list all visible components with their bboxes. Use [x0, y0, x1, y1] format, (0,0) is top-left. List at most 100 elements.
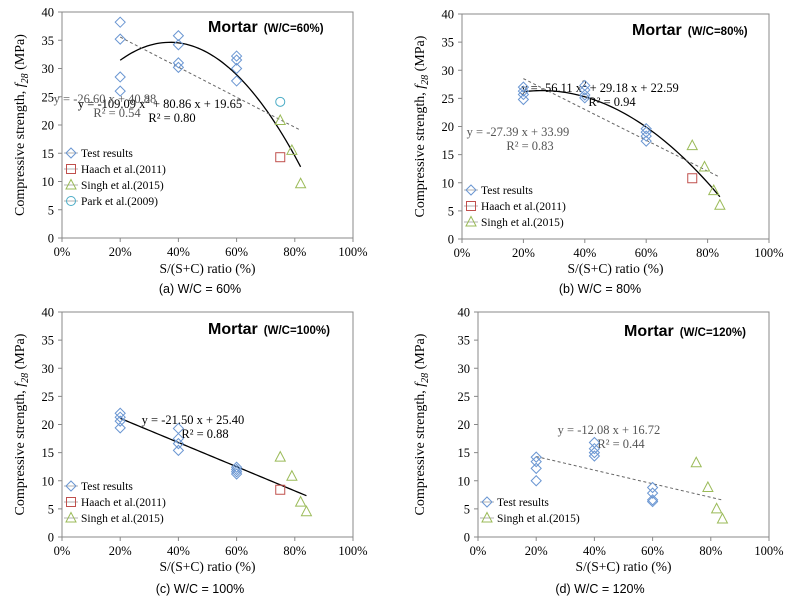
chart-a-point — [114, 85, 126, 97]
chart-svg-c: 0 5 10 15 20 25 30 35 40 0% 20% 40% 60% 80% 100% S/(S+C… — [13, 306, 368, 575]
chart-a-xtick-label: 100% — [338, 245, 367, 259]
caption-a: (a) W/C = 60% — [158, 282, 242, 296]
chart-b-fit-r2: R² = 0.94 — [588, 95, 636, 109]
chart-a-yaxis-label-var: f — [13, 81, 28, 87]
chart-a-ytick-label: 35 — [42, 34, 55, 48]
chart-b-point — [686, 139, 699, 151]
chart-c-point — [114, 411, 126, 423]
chart-c-ytick-label: 0 — [48, 531, 54, 545]
chart-b-point — [640, 126, 652, 138]
chart-a-xtick-label: 40% — [167, 245, 190, 259]
chart-b-title-sub: (W/C=80%) — [688, 26, 748, 38]
chart-panel-d: 0 5 10 15 20 25 30 35 40 0% 20% 40% 60% 80% 100% S/(S+C… — [400, 301, 800, 602]
chart-a-title-main: Mortar — [208, 19, 258, 36]
chart-a-point — [230, 62, 243, 75]
chart-d-legend-label: Test results — [497, 497, 549, 509]
chart-a-ytick-label: 10 — [42, 175, 55, 189]
chart-d-point — [646, 495, 659, 508]
chart-c-series-1 — [275, 484, 286, 495]
chart-a-point — [172, 57, 185, 69]
chart-d-legend-marker — [481, 511, 493, 523]
chart-c-ytick-label: 20 — [42, 418, 55, 432]
chart-c-title-main: Mortar — [208, 321, 258, 338]
chart-a-legend-label: Test results — [81, 148, 133, 160]
chart-b-point — [714, 198, 726, 210]
chart-a-yaxis-label-prefix: Compressive strength, — [13, 87, 28, 216]
chart-a-title-sub: (W/C=60%) — [264, 23, 324, 35]
chart-d-series-0 — [530, 436, 659, 508]
chart-a-point — [275, 152, 286, 163]
caption-d: (d) W/C = 120% — [555, 582, 645, 596]
chart-d-ytick-label: 35 — [458, 334, 471, 348]
chart-c-point — [114, 415, 126, 427]
chart-a-point — [230, 75, 243, 87]
chart-d-point — [530, 455, 542, 468]
chart-d-point — [702, 480, 714, 492]
chart-c-point — [172, 444, 185, 457]
chart-c-point — [230, 461, 243, 473]
chart-d-xtick-label: 20% — [525, 544, 548, 558]
chart-b-ytick-label: 25 — [442, 92, 455, 106]
chart-c-fit-r2: R² = 0.88 — [181, 427, 228, 441]
chart-d-xaxis-label: S/(S+C) ratio (%) — [575, 559, 671, 574]
chart-b-series-2 — [686, 139, 726, 210]
chart-d-ytick-label: 30 — [458, 362, 471, 376]
chart-c-xaxis-label: S/(S+C) ratio (%) — [159, 559, 255, 574]
chart-svg-b: 0 5 10 15 20 25 30 35 40 0% 20% 40% 60% 80% 100% S/(S+C… — [413, 8, 784, 277]
chart-d-point — [646, 487, 659, 499]
chart-c-legend-marker — [65, 511, 77, 523]
chart-a-ytick-label: 30 — [42, 62, 55, 76]
chart-a-series-1 — [275, 152, 286, 163]
chart-a-point — [114, 71, 126, 83]
chart-a-ytick-label: 15 — [42, 147, 55, 161]
chart-c-ytick-label: 10 — [42, 474, 55, 488]
chart-a-legend-label: Singh et al.(2015) — [81, 180, 164, 192]
chart-b-legend-marker — [465, 215, 477, 227]
chart-d-point — [588, 446, 601, 459]
chart-b-point — [707, 184, 720, 196]
chart-b-yaxis-label: Compressive strength, f28 (MPa) — [413, 35, 431, 217]
chart-c-point — [172, 432, 185, 445]
chart-d-yaxis-label-unit: (MPa) — [413, 333, 428, 373]
chart-d-yaxis-label-sub: 28 — [420, 373, 431, 383]
chart-d-point — [646, 494, 659, 506]
chart-c-yaxis-label: Compressive strength, f28 (MPa) — [13, 333, 31, 515]
chart-c-yaxis-label-prefix: Compressive strength, — [13, 387, 28, 516]
chart-c-xtick-label: 40% — [167, 544, 190, 558]
chart-b-yaxis-label-var: f — [413, 83, 428, 89]
chart-a-fit-equation-sup: 2 — [145, 95, 150, 105]
chart-d-point — [530, 475, 542, 487]
chart-b-xaxis-label: S/(S+C) ratio (%) — [567, 261, 663, 276]
chart-c-point — [230, 463, 243, 476]
chart-svg-a: 0 5 10 15 20 25 30 35 40 0% 20% 40% 60% 80% 100% S/(S+C… — [13, 6, 368, 277]
chart-a-yaxis-label: Compressive strength, f28 (MPa) — [13, 34, 31, 216]
chart-c-title: Mortar (W/C=100%) — [208, 321, 330, 338]
chart-b-fit-equation-post: + 29.18 x + 22.59 — [587, 81, 679, 95]
chart-c-point — [294, 495, 307, 507]
chart-b-title-main: Mortar — [632, 22, 682, 39]
chart-b-xtick-label: 80% — [696, 246, 719, 260]
chart-d-ytick-label: 5 — [464, 502, 470, 516]
chart-a-xtick-label: 60% — [225, 245, 248, 259]
chart-d-point — [646, 481, 659, 494]
chart-d-xtick-label: 100% — [754, 544, 783, 558]
chart-d-series-1 — [690, 456, 729, 524]
chart-b-ytick-label: 35 — [442, 36, 455, 50]
chart-b-linear-fit-line — [523, 78, 721, 178]
chart-c-fit-equation: y = -21.50 x + 25.40 — [142, 413, 245, 427]
chart-b-title: Mortar (W/C=80%) — [632, 22, 748, 39]
chart-a-fit-r2: R² = 0.54 — [93, 106, 141, 120]
chart-c-xtick-label: 20% — [109, 544, 132, 558]
chart-d-point — [710, 502, 723, 514]
caption-c: (c) W/C = 100% — [155, 582, 245, 596]
chart-b-fit-equation: y = -56.11 x2 + 29.18 x + 22.59 — [521, 79, 678, 95]
chart-a-legend-marker — [66, 164, 76, 174]
chart-b-fit-r2: R² = 0.83 — [506, 139, 553, 153]
chart-a-point — [275, 96, 286, 107]
chart-b-point — [687, 173, 698, 184]
chart-a-yaxis-label-unit: (MPa) — [13, 34, 28, 74]
chart-b-fit-equation-sup: 2 — [582, 79, 587, 89]
chart-c-legend-label: Singh et al.(2015) — [81, 513, 164, 525]
chart-b-legend-label: Singh et al.(2015) — [481, 217, 564, 229]
chart-d-point — [588, 450, 601, 462]
